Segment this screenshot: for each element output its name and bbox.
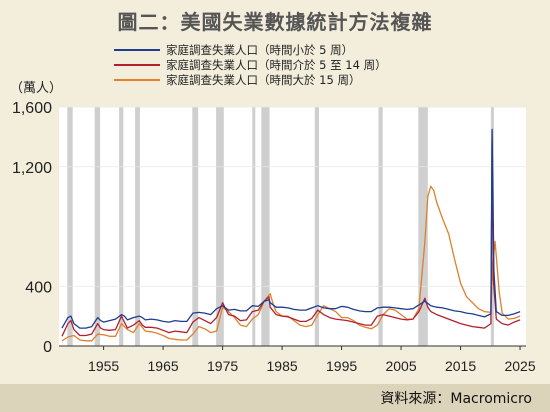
- y-axis-ticks: 0 400 1,200 1,600: [12, 100, 52, 356]
- recession-band-4: [192, 107, 199, 346]
- x-axis-ticks: 1955 1965 1975 1985 1995 2005 2015 2025: [88, 346, 536, 374]
- recession-band-2: [119, 107, 124, 346]
- recession-band-10: [418, 107, 428, 346]
- x-tick-label: 1985: [267, 358, 298, 374]
- source-bar: 資料來源：Macromicro: [0, 384, 550, 412]
- legend: 家庭調查失業人口（時間小於 5 周）家庭調查失業人口（時間介於 5 至 14 周…: [114, 43, 387, 87]
- x-tick-label: 1965: [148, 358, 179, 374]
- legend-label-0: 家庭調查失業人口（時間小於 5 周）: [166, 43, 353, 57]
- source-label: 資料來源：Macromicro: [380, 391, 532, 407]
- x-tick-label: 2015: [445, 358, 476, 374]
- x-tick-label: 2005: [385, 358, 416, 374]
- recession-band-8: [314, 107, 319, 346]
- y-tick-label: 400: [25, 279, 52, 296]
- series-line-2: [61, 185, 521, 342]
- recession-band-5: [216, 107, 224, 346]
- series-lines: [61, 128, 521, 342]
- y-tick-label: 1,200: [12, 160, 52, 177]
- chart-title: 圖二：美國失業數據統計方法複雜: [117, 10, 433, 34]
- series-line-1: [61, 139, 521, 337]
- grid: [59, 106, 526, 287]
- recession-band-7: [261, 107, 270, 346]
- x-tick-label: 1975: [207, 358, 238, 374]
- x-tick-label: 2025: [504, 358, 535, 374]
- recession-band-3: [135, 107, 140, 346]
- y-tick-label: 1,600: [12, 100, 52, 117]
- recession-band-6: [252, 107, 256, 346]
- y-tick-label: 0: [43, 339, 52, 356]
- x-tick-label: 1955: [88, 358, 119, 374]
- recession-band-9: [378, 107, 383, 346]
- legend-label-1: 家庭調查失業人口（時間介於 5 至 14 周）: [166, 58, 387, 72]
- recession-band-0: [67, 107, 73, 346]
- series-line-0: [61, 128, 521, 329]
- recession-band-1: [94, 107, 101, 346]
- y-axis-unit-label: （萬人）: [10, 81, 62, 96]
- plot-area: [59, 107, 526, 346]
- x-tick-label: 1995: [326, 358, 357, 374]
- legend-label-2: 家庭調查失業人口（時間大於 15 周）: [166, 73, 360, 87]
